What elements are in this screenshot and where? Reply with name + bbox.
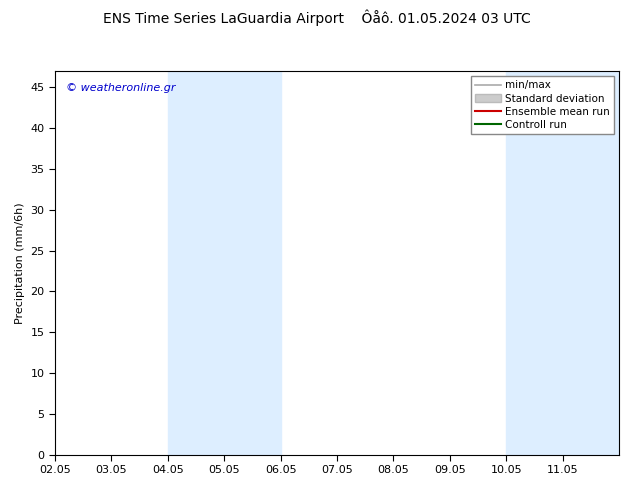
Bar xyxy=(562,71,619,455)
Text: ENS Time Series LaGuardia Airport    Ôåô. 01.05.2024 03 UTC: ENS Time Series LaGuardia Airport Ôåô. 0… xyxy=(103,10,531,26)
Text: © weatheronline.gr: © weatheronline.gr xyxy=(67,82,176,93)
Bar xyxy=(506,71,562,455)
Y-axis label: Precipitation (mm/6h): Precipitation (mm/6h) xyxy=(15,202,25,323)
Legend: min/max, Standard deviation, Ensemble mean run, Controll run: min/max, Standard deviation, Ensemble me… xyxy=(470,76,614,134)
Bar xyxy=(168,71,224,455)
Bar xyxy=(224,71,281,455)
